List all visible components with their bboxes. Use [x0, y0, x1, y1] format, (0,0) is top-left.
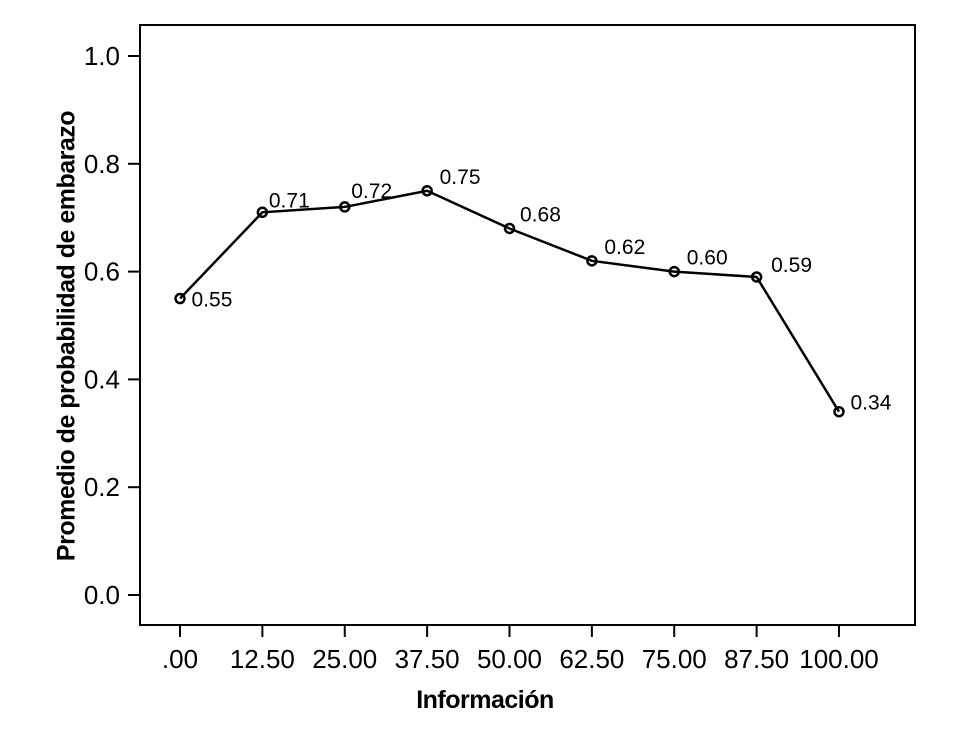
y-tick-label: 0.2 — [84, 472, 120, 502]
y-tick-label: 0.0 — [84, 580, 120, 610]
point-value-label: 0.68 — [520, 203, 561, 226]
x-tick-label: 87.50 — [724, 644, 789, 674]
data-line — [179, 189, 841, 413]
x-tick-label: 62.50 — [559, 644, 624, 674]
x-tick-label: 37.50 — [395, 644, 460, 674]
y-tick-label: 0.6 — [84, 257, 120, 287]
y-axis-title: Promedio de probabilidad de embarazo — [52, 110, 81, 562]
data-point-marker — [256, 206, 269, 219]
x-tick-label: 75.00 — [642, 644, 707, 674]
data-point-marker — [421, 185, 433, 197]
y-tick-label: 0.4 — [84, 364, 120, 394]
data-point-marker — [339, 201, 351, 213]
point-value-label: 0.71 — [269, 189, 310, 212]
point-value-label: 0.62 — [604, 236, 645, 259]
x-tick-label: .00 — [162, 644, 198, 674]
x-tick-label: 100.00 — [799, 644, 879, 674]
x-tick-label: 50.00 — [477, 644, 542, 674]
data-point-marker — [503, 222, 516, 235]
point-value-label: 0.59 — [771, 254, 812, 277]
x-tick-label: 25.00 — [312, 644, 377, 674]
point-value-label: 0.72 — [351, 180, 392, 203]
point-value-label: 0.75 — [440, 166, 481, 189]
data-point-marker — [750, 271, 763, 283]
x-tick-label: 12.50 — [230, 644, 295, 674]
data-point-marker — [174, 292, 186, 305]
point-value-label: 0.34 — [851, 392, 892, 415]
plot-border — [139, 24, 916, 626]
point-value-label: 0.60 — [687, 247, 728, 270]
x-axis-title: Información — [416, 686, 554, 714]
y-tick-label: 0.8 — [84, 149, 120, 179]
data-point-marker — [586, 255, 598, 267]
data-point-marker — [833, 405, 845, 418]
y-tick-label: 1.0 — [84, 41, 120, 71]
point-value-label: 0.55 — [192, 289, 233, 312]
data-point-marker — [668, 265, 680, 278]
